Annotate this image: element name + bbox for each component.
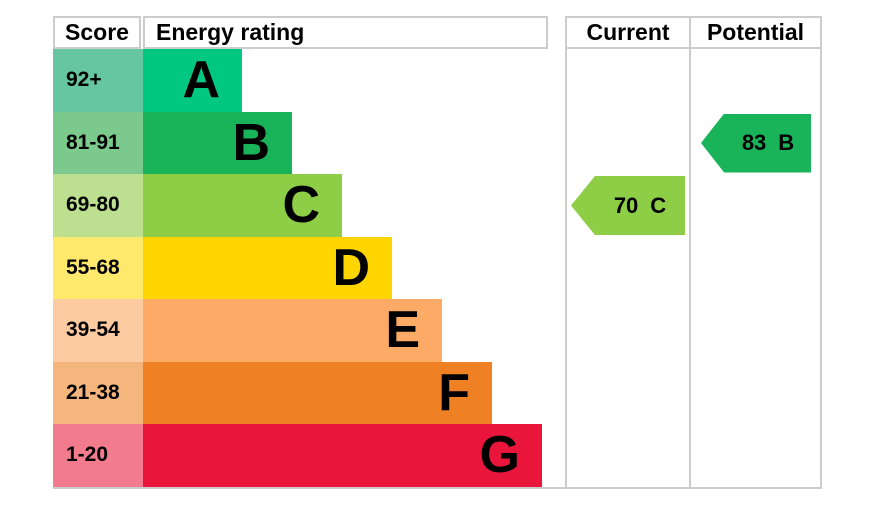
column-divider	[689, 47, 691, 489]
header-score-label: Score	[65, 19, 129, 45]
band-row: 69-80 C	[53, 174, 822, 237]
band-score-range: 69-80	[53, 174, 143, 237]
band-score-range: 92+	[53, 49, 143, 112]
chart-bottom-border	[53, 487, 822, 489]
column-divider	[820, 47, 822, 489]
current-rating-letter: C	[650, 192, 667, 218]
band-row: 1-20 G	[53, 424, 822, 487]
column-divider	[565, 47, 567, 489]
band-row: 55-68 D	[53, 236, 822, 299]
band-row: 81-91 B	[53, 111, 822, 174]
band-bar: A	[143, 49, 242, 112]
potential-rating-arrow: 83 B	[701, 113, 811, 173]
band-letter: A	[182, 51, 220, 110]
band-score-range: 81-91	[53, 111, 143, 174]
band-bar: C	[143, 174, 342, 237]
band-score-range: 55-68	[53, 236, 143, 299]
band-score-range: 39-54	[53, 299, 143, 362]
band-bar: F	[143, 361, 492, 424]
band-letter: C	[282, 176, 320, 235]
header-score: Score	[53, 16, 141, 49]
header-energy-rating-label: Energy rating	[156, 19, 305, 45]
band-letter: F	[438, 363, 470, 422]
current-rating-value: 70	[613, 192, 639, 218]
band-bar: E	[143, 299, 442, 362]
current-rating-arrow: 70 C	[571, 176, 685, 235]
chart-table: Score Energy rating Current Potential 92…	[53, 16, 822, 489]
band-row: 39-54 E	[53, 299, 822, 362]
band-score-range: 21-38	[53, 361, 143, 424]
header-current: Current	[565, 16, 691, 49]
band-letter: B	[232, 113, 270, 172]
header-current-label: Current	[586, 19, 670, 45]
header-energy-rating: Energy rating	[143, 16, 548, 49]
band-bar: B	[143, 111, 292, 174]
band-score-range: 1-20	[53, 424, 143, 487]
header-potential-label: Potential	[706, 19, 805, 45]
band-letter: E	[385, 301, 420, 360]
band-letter: D	[332, 238, 370, 297]
band-row: 92+ A	[53, 49, 822, 112]
band-row: 21-38 F	[53, 361, 822, 424]
band-letter: G	[479, 426, 520, 485]
potential-rating-letter: B	[778, 130, 795, 155]
band-bar: D	[143, 236, 392, 299]
potential-rating-value: 83	[741, 130, 767, 155]
band-bar: G	[143, 424, 542, 487]
header-potential: Potential	[689, 16, 822, 49]
